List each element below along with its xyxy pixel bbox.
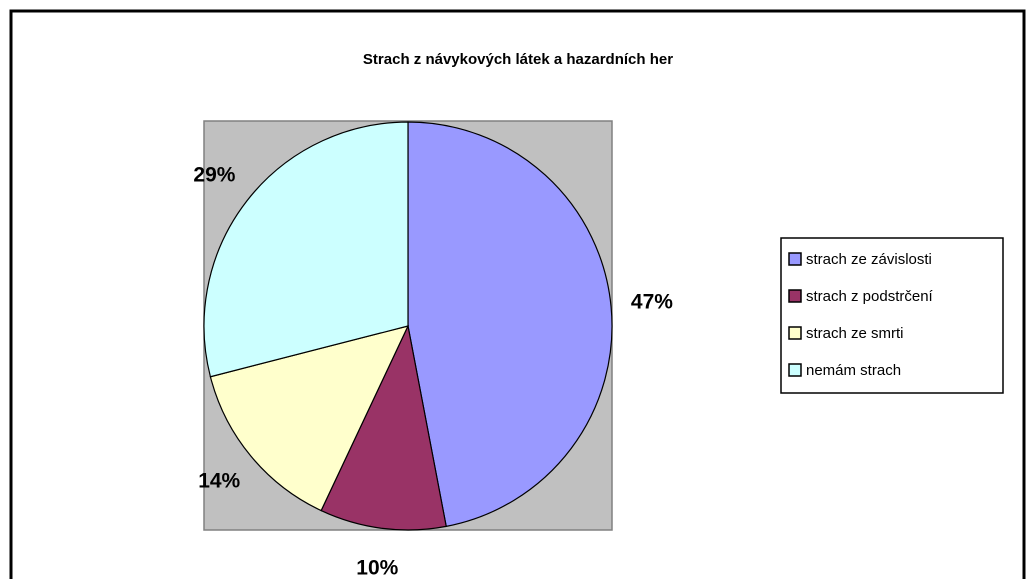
legend-box	[780, 237, 1004, 394]
legend-swatch	[788, 252, 802, 266]
legend-swatch	[788, 363, 802, 377]
pie-slice	[407, 121, 613, 528]
legend-label: strach ze smrti	[806, 325, 904, 342]
pie	[203, 121, 613, 531]
chart-border	[9, 9, 1026, 579]
legend-swatch	[788, 289, 802, 303]
legend: strach ze závislosti strach z podstrčení s…	[780, 237, 1004, 394]
data-label: 10%	[356, 557, 398, 579]
data-label: 47%	[631, 290, 673, 313]
legend-swatch	[788, 326, 802, 340]
chart-title: Strach z návykových látek a hazardních h…	[363, 51, 673, 68]
legend-label: strach z podstrčení	[806, 288, 934, 305]
pie-slice	[209, 325, 410, 512]
pie-slice	[203, 121, 409, 378]
data-label: 14%	[198, 470, 240, 493]
pie-slice	[320, 324, 447, 531]
legend-label: nemám strach	[806, 362, 901, 379]
legend-label: strach ze závislosti	[806, 251, 932, 268]
data-label: 29%	[193, 163, 235, 186]
